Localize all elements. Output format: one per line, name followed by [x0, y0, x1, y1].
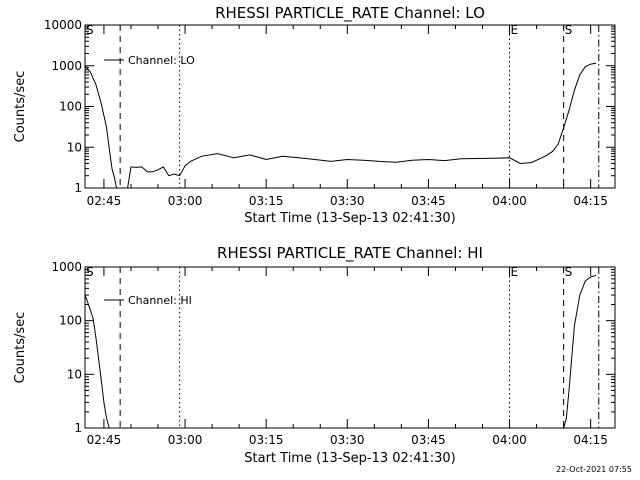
panel-1-y-tick-label: 1 [74, 181, 82, 195]
panel-2-y-tick-label: 1000 [51, 260, 82, 274]
panel-2-series-line [85, 274, 597, 428]
panel-2-marker-label: S [565, 265, 573, 279]
panel-1-y-tick-label: 10 [67, 140, 82, 154]
generation-timestamp: 22-Oct-2021 07:55 [556, 465, 632, 474]
panel-1-marker-label: S [565, 23, 573, 37]
panel-1-x-axis-label: Start Time (13-Sep-13 02:41:30) [244, 211, 455, 226]
panel-1-x-tick-label: 04:15 [573, 194, 608, 208]
panel-1-y-tick-label: 10000 [44, 18, 82, 32]
panel-1-plot-frame [84, 24, 616, 189]
panel-2-x-tick-label: 04:00 [492, 433, 527, 447]
panel-2-y-axis-label: Counts/sec [13, 312, 28, 384]
panel-2-x-axis-label: Start Time (13-Sep-13 02:41:30) [244, 451, 455, 466]
panel-2-title: RHESSI PARTICLE_RATE Channel: HI [217, 244, 483, 263]
panel-2-x-tick-label: 03:15 [249, 433, 284, 447]
panel-2-plot-frame [84, 266, 616, 429]
panel-2-y-tick-label: 10 [67, 367, 82, 381]
panel-1-x-tick-label: 03:30 [330, 194, 365, 208]
panel-1-legend-entry: Channel: LO [128, 54, 195, 67]
panel-2-x-tick-label: 03:30 [330, 433, 365, 447]
panel-2-x-tick-label: 04:15 [573, 433, 608, 447]
panel-1-x-tick-label: 04:00 [492, 194, 527, 208]
panel-1-x-tick-label: 03:45 [411, 194, 446, 208]
panel-2-x-tick-label: 03:45 [411, 433, 446, 447]
panel-2-x-tick-label: 03:00 [168, 433, 203, 447]
panel-2-y-tick-label: 100 [59, 314, 82, 328]
panel-2-x-tick-label: 02:45 [87, 433, 122, 447]
panel-1-y-tick-label: 100 [59, 100, 82, 114]
panel-2-legend-entry: Channel: HI [128, 294, 192, 307]
panel-1-x-tick-label: 03:15 [249, 194, 284, 208]
panel-1-marker-label: E [511, 23, 519, 37]
panel-1-title: RHESSI PARTICLE_RATE Channel: LO [215, 4, 485, 23]
panel-1-series-line [85, 62, 597, 188]
panel-1-y-axis-label: Counts/sec [13, 71, 28, 143]
panel-1-marker-label: S [86, 23, 94, 37]
panel-1-x-tick-label: 03:00 [168, 194, 203, 208]
panel-1-x-tick-label: 02:45 [87, 194, 122, 208]
panel-2-y-tick-label: 1 [74, 421, 82, 435]
panel-1-y-tick-label: 1000 [51, 59, 82, 73]
panel-2-marker-label: S [86, 265, 94, 279]
panel-2-marker-label: E [511, 265, 519, 279]
